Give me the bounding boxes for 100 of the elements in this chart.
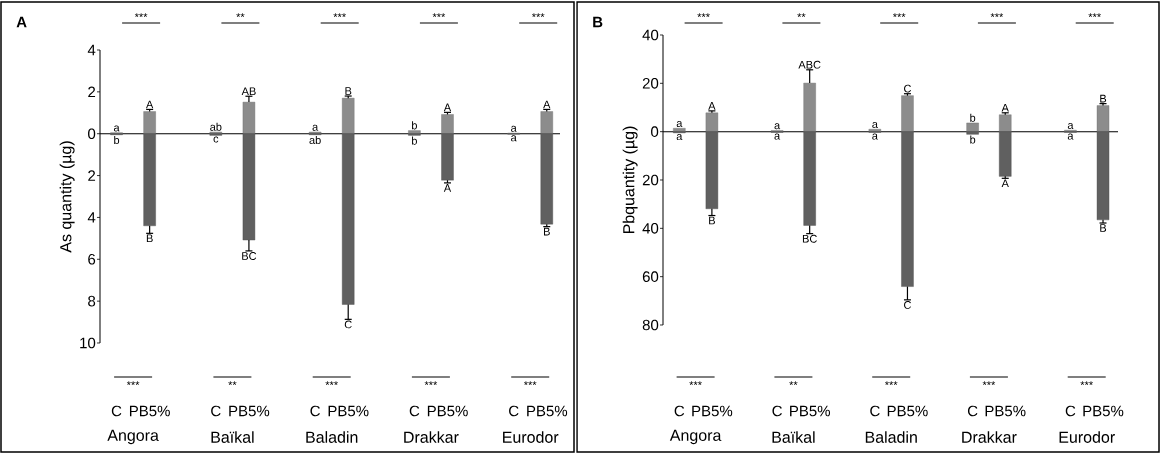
data-label: a: [676, 134, 683, 141]
data-label: AB: [241, 87, 256, 96]
data-label: a: [872, 122, 878, 129]
y-tick-label: 10: [80, 337, 96, 349]
text: ***: [134, 13, 148, 18]
y-tick-label: 4: [87, 44, 96, 56]
data-label: B: [709, 216, 715, 225]
text: ***: [990, 13, 1004, 18]
data-label: A: [145, 100, 154, 109]
x-tick-label: PB5%: [427, 405, 468, 417]
data-label: a: [872, 133, 878, 140]
x-tick-label: PB5%: [1083, 405, 1124, 417]
y-tick-label: 60: [642, 271, 659, 282]
text: **: [236, 13, 245, 18]
data-label: b: [114, 135, 120, 145]
data-label: A: [708, 102, 716, 110]
x-tick-label: C: [409, 405, 420, 417]
text: Drakkar: [404, 431, 459, 443]
x-tick-label: PB5%: [328, 405, 369, 417]
text: ***: [333, 13, 346, 18]
data-label: A: [543, 100, 551, 109]
text: **: [228, 381, 237, 386]
data-label: a: [113, 125, 120, 132]
y-tick-label: 80: [642, 319, 659, 331]
y-tick-label: 0: [651, 126, 659, 137]
data-label: B: [1100, 94, 1107, 103]
y-tick-label: 0: [88, 128, 96, 140]
text: ***: [884, 381, 898, 386]
data-label: b: [412, 136, 417, 145]
data-label: a: [1067, 133, 1074, 140]
data-label: a: [511, 135, 517, 142]
data-label: C: [904, 301, 912, 309]
x-tick-label: C: [772, 405, 782, 417]
x-tick-label: C: [967, 405, 978, 417]
data-label: A: [1001, 104, 1009, 112]
text: ***: [523, 381, 537, 386]
text: **: [797, 13, 806, 18]
y-tick-label: 2: [88, 86, 96, 98]
x-tick-label: PB5%: [692, 405, 733, 417]
y-tick-label: 40: [642, 223, 659, 234]
text: ***: [982, 381, 996, 386]
y-tick-label: 2: [88, 170, 96, 181]
text: ***: [126, 381, 140, 386]
data-label: a: [312, 124, 319, 131]
data-label: ABC: [798, 60, 821, 69]
text: Baladin: [865, 431, 917, 443]
data-label: a: [511, 125, 517, 132]
x-tick-label: PB5%: [985, 405, 1026, 417]
y-tick-label: 20: [642, 78, 659, 89]
data-label: B: [146, 234, 153, 243]
text: ***: [697, 13, 710, 18]
text: ***: [1080, 381, 1093, 386]
x-tick-label: C: [870, 405, 880, 417]
text: ***: [689, 381, 702, 386]
data-label: B: [544, 227, 550, 236]
data-label: C: [344, 320, 352, 329]
text: ***: [531, 13, 545, 18]
data-label: ab: [210, 122, 222, 131]
text: Angora: [669, 429, 722, 445]
text: Eurodor: [1059, 431, 1115, 443]
data-label: A: [443, 103, 452, 112]
y-tick-label: 40: [642, 29, 659, 41]
text: Angora: [107, 429, 159, 445]
y-tick-label: 4: [87, 212, 96, 223]
data-label: ab: [309, 135, 321, 145]
x-tick-label: PB5%: [129, 405, 170, 417]
text: ***: [432, 13, 446, 18]
data-label: c: [213, 136, 219, 143]
data-label: b: [970, 113, 976, 122]
x-tick-label: PB5%: [790, 405, 831, 417]
y-axis-title: Pbquantity (µg): [622, 126, 638, 234]
x-tick-label: C: [1065, 405, 1076, 417]
data-label: B: [1100, 224, 1107, 232]
data-label: BC: [802, 234, 817, 243]
data-label: a: [774, 133, 781, 140]
text: Baladin: [306, 431, 358, 443]
data-label: a: [774, 123, 781, 130]
data-label: A: [443, 184, 452, 192]
x-tick-label: C: [310, 405, 320, 417]
data-label: b: [970, 135, 976, 144]
x-tick-label: C: [509, 405, 519, 417]
x-tick-label: PB5%: [887, 405, 928, 417]
data-label: BC: [242, 252, 257, 260]
data-label: b: [412, 121, 417, 130]
text: ***: [325, 381, 338, 386]
x-tick-label: C: [674, 405, 685, 417]
text: Baïkal: [772, 431, 815, 443]
text: Baïkal: [211, 431, 254, 443]
chart-title: A: [16, 16, 27, 28]
text: ***: [892, 13, 906, 18]
text: Drakkar: [962, 431, 1017, 443]
x-tick-label: PB5%: [527, 405, 568, 417]
y-tick-label: 20: [642, 174, 659, 186]
text: ***: [424, 381, 438, 386]
data-label: a: [676, 121, 683, 128]
y-tick-label: 8: [88, 295, 96, 307]
data-label: B: [345, 87, 352, 95]
data-label: C: [904, 84, 912, 93]
text: **: [789, 381, 798, 386]
text: Eurodor: [503, 431, 559, 443]
